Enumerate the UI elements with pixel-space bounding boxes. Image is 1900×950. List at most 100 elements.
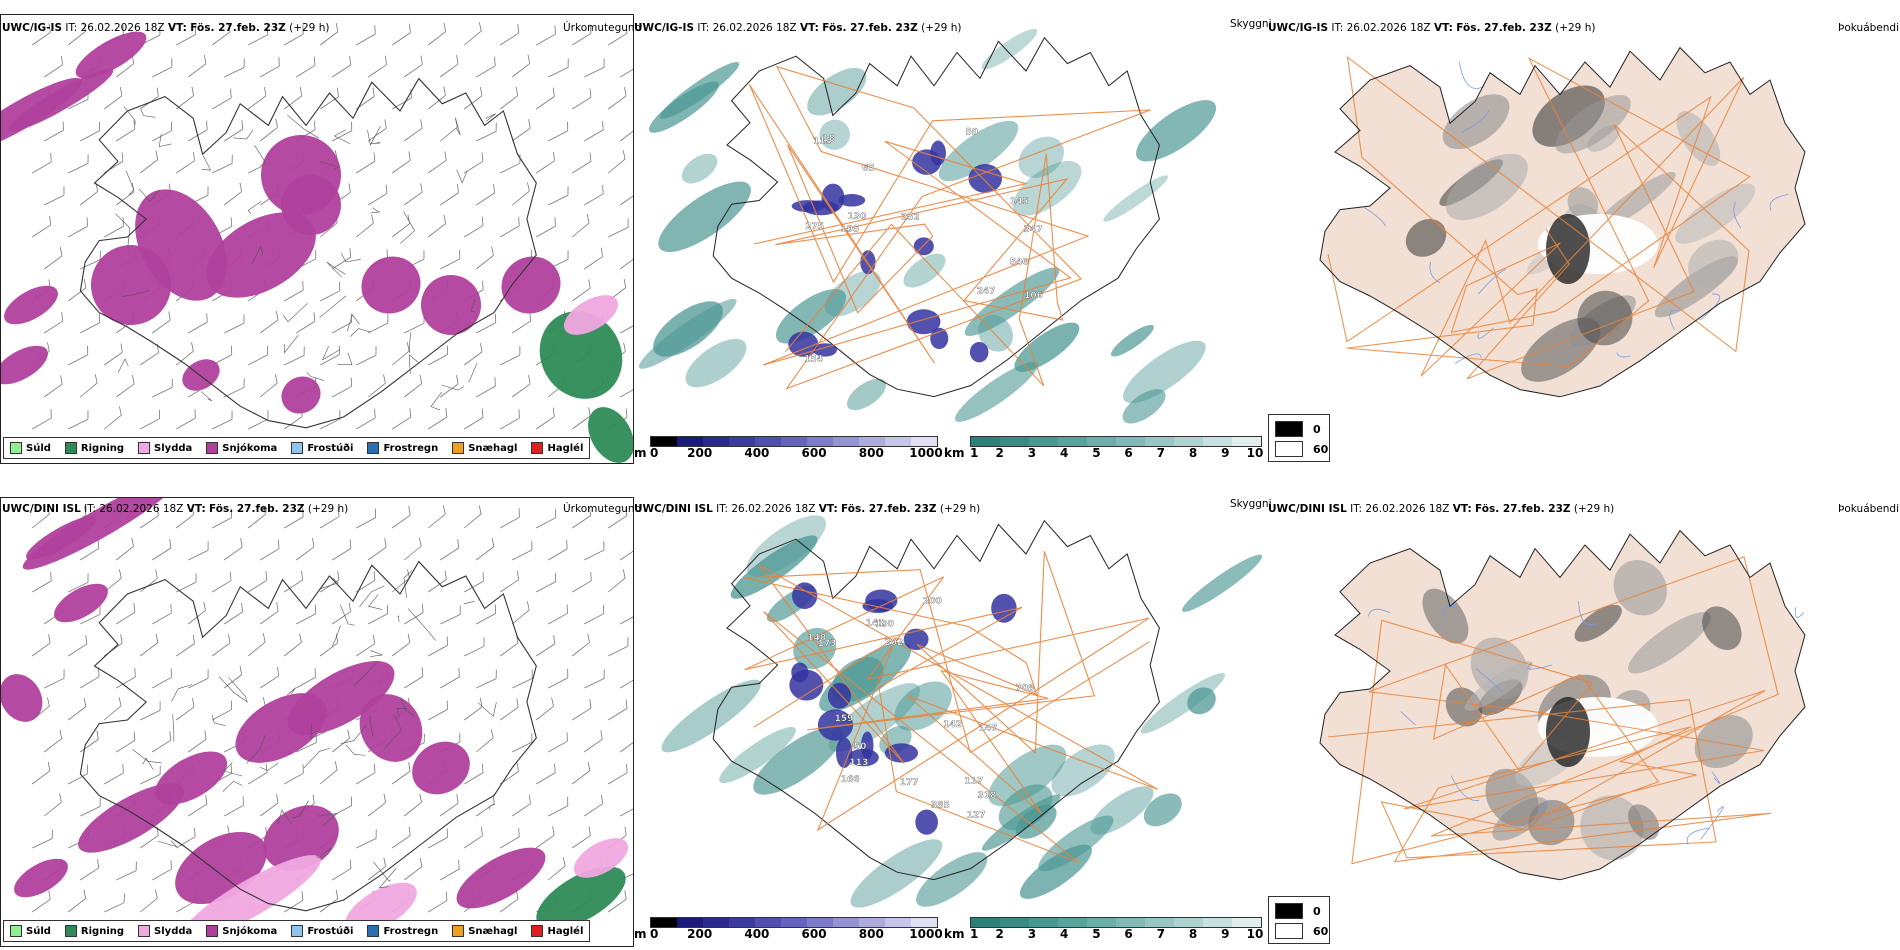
- colorbar-tick: 5: [1092, 927, 1101, 941]
- peak-label: 115: [813, 136, 832, 146]
- colorbar-swatch: [781, 918, 807, 927]
- colorbar-swatch: [651, 437, 677, 446]
- fog-swatch-60: [1275, 923, 1303, 939]
- colorbar-swatch: [833, 918, 859, 927]
- legend-swatch: [10, 925, 22, 937]
- header-bottom-3: UWC/DINI ISL IT: 26.02.2026 18Z VT: Fös.…: [1268, 503, 1615, 515]
- precip-type-legend: Súld Rigning Slydda Snjókoma Frostúði Frostre…: [3, 920, 591, 942]
- colorbar-swatch: [781, 437, 807, 446]
- peak-label: 275: [805, 222, 824, 232]
- visibility-title-top: Skyggni: [1230, 18, 1272, 30]
- legend-item: Slydda: [138, 925, 192, 937]
- colorbar-tick: 5: [1092, 446, 1101, 460]
- colorbar-tick: 4: [1059, 446, 1069, 460]
- colorbar-tick: 0: [650, 927, 659, 941]
- colorbar-tick: 9: [1221, 446, 1230, 460]
- road-network: [1327, 55, 1751, 380]
- visibility-colorbar-m-top: m 0 200 400 600 800 1000: [634, 436, 943, 460]
- legend-item: Frostúði: [291, 925, 353, 937]
- terrain-contours: [132, 570, 497, 889]
- legend-swatch: [138, 925, 151, 937]
- legend-item: Rigning: [64, 925, 124, 937]
- colorbar-swatch: [1058, 918, 1087, 927]
- coastline: [1319, 529, 1806, 881]
- peak-label: 65: [862, 164, 875, 174]
- colorbar-swatch: [1174, 918, 1203, 927]
- coastline: [79, 77, 537, 429]
- peak-label: 177: [900, 778, 919, 788]
- peak-label: 142: [943, 720, 962, 730]
- colorbar-tick: 6: [1124, 927, 1133, 941]
- visibility-panel-top: 275 247 252 347 65 106 145 130 115 195 540 154 18 50: [634, 14, 1264, 454]
- peak-label: 147: [979, 724, 998, 734]
- colorbar-swatch: [1174, 437, 1203, 446]
- legend-item: Snæhagl: [452, 925, 517, 937]
- header-top-3: UWC/IG-IS IT: 26.02.2026 18Z VT: Fös. 27…: [1268, 22, 1596, 34]
- legend-label: Snjókoma: [222, 442, 278, 454]
- peak-label: 50: [854, 742, 867, 752]
- legend-swatch: [452, 925, 465, 937]
- peak-label: 385: [931, 801, 950, 811]
- visibility-title-bottom: Skyggni: [1230, 498, 1272, 510]
- colorbar-swatch: [1058, 437, 1087, 446]
- legend-item: Haglél: [531, 925, 583, 937]
- colorbar-tick: 3: [1027, 927, 1037, 941]
- colorbar-swatch: [1087, 437, 1116, 446]
- legend-swatch: [64, 925, 77, 937]
- rivers: [1364, 61, 1789, 364]
- colorbar-tick: 800: [858, 927, 884, 941]
- legend-item: Snjókoma: [206, 925, 277, 937]
- fog-map-top: [1319, 46, 1806, 398]
- precip-title-bottom: Úrkomutegund: [563, 503, 642, 515]
- colorbar-swatch: [755, 918, 781, 927]
- colorbar-swatch: [833, 437, 859, 446]
- visibility-colorbar-km-top: km 1 2 3 4 5 6 7 8 9 10: [944, 436, 1268, 460]
- legend-swatch: [10, 442, 22, 454]
- legend-label: Snæhagl: [468, 442, 518, 454]
- precipitation-areas: [1, 498, 629, 941]
- legend-label: Snæhagl: [468, 925, 518, 937]
- legend-item: Frostregn: [367, 442, 438, 454]
- legend-label: Snjókoma: [222, 925, 278, 937]
- legend-item: Súld: [10, 442, 51, 454]
- peak-label: 202: [884, 638, 903, 648]
- peak-label: 708: [1016, 683, 1035, 693]
- legend-label: Súld: [26, 442, 51, 454]
- legend-swatch: [291, 925, 304, 937]
- colorbar-tick: 6: [1124, 446, 1133, 460]
- peak-label: 113: [849, 758, 868, 768]
- precipitation-areas: [1, 31, 633, 463]
- colorbar-swatch: [1116, 918, 1145, 927]
- colorbar-tick: 1: [970, 446, 979, 460]
- legend-swatch: [367, 442, 380, 454]
- road-network: [1327, 556, 1779, 865]
- legend-swatch: [531, 442, 544, 454]
- legend-label: Slydda: [154, 925, 193, 937]
- fog-map-bottom: [1319, 529, 1806, 881]
- legend-item: Haglél: [531, 442, 583, 454]
- legend-swatch: [452, 442, 465, 454]
- fog-panel-bottom: [1268, 497, 1900, 937]
- peak-label: 127: [967, 810, 986, 820]
- colorbar-tick: 800: [858, 446, 884, 460]
- legend-swatch: [64, 442, 77, 454]
- colorbar-swatch: [1000, 918, 1029, 927]
- peak-label: 130: [848, 212, 867, 222]
- fog-title-bottom: Þokuábendi: [1838, 503, 1899, 515]
- colorbar-tick: 10: [1246, 446, 1264, 460]
- colorbar-swatch: [1203, 918, 1232, 927]
- legend-label: Frostúði: [307, 925, 354, 937]
- colorbar-swatch: [859, 437, 885, 446]
- peak-label: 148: [807, 633, 826, 643]
- precip-map-bottom: [1, 498, 633, 941]
- precip-panel-bottom: Súld Rigning Slydda Snjókoma Frostúði Frostre…: [0, 497, 634, 947]
- legend-label: Frostregn: [383, 925, 439, 937]
- peak-label: 141: [866, 619, 885, 629]
- peak-label: 173: [818, 639, 837, 649]
- coastline: [712, 36, 1160, 398]
- precip-map-top: [1, 22, 633, 463]
- colorbar-swatch: [729, 918, 755, 927]
- legend-label: Súld: [26, 925, 51, 937]
- peak-label: 252: [901, 213, 920, 223]
- road-network: [744, 551, 1159, 864]
